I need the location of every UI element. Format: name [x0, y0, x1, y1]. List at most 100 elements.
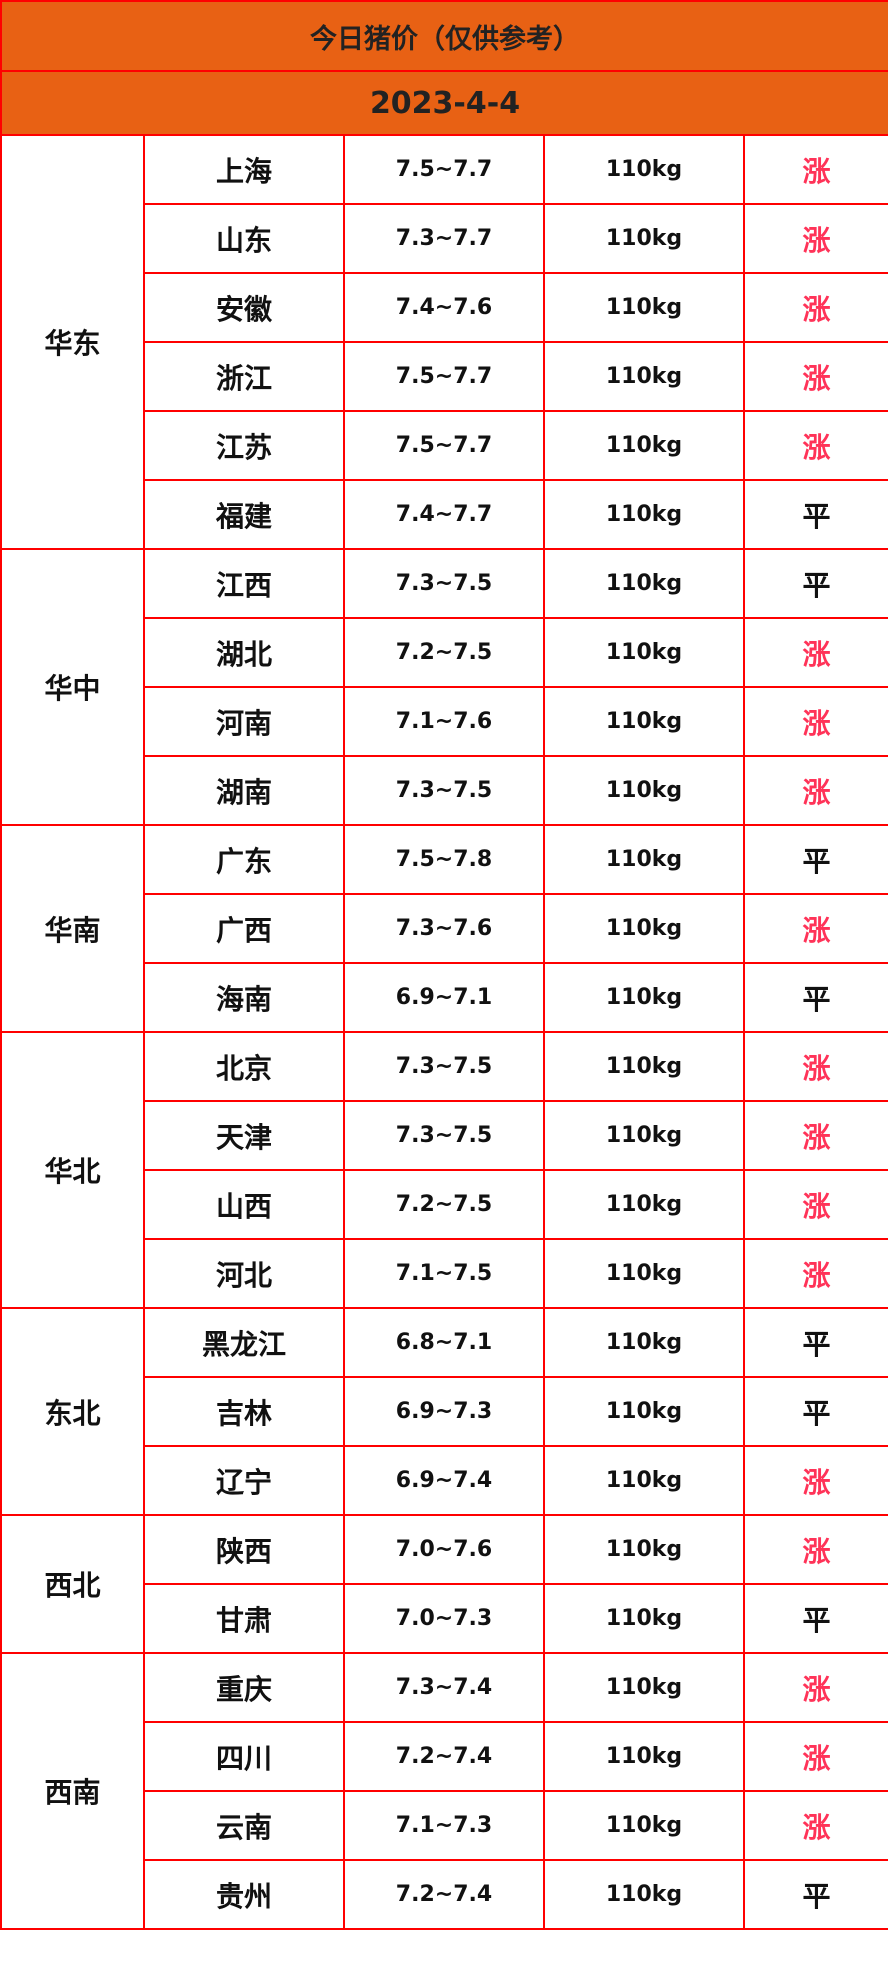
weight-cell: 110kg — [543, 1652, 745, 1723]
weight-cell: 110kg — [543, 1031, 745, 1102]
weight-cell: 110kg — [543, 410, 745, 481]
weight-cell: 110kg — [543, 1514, 745, 1585]
weight-cell: 110kg — [543, 203, 745, 274]
province-cell: 安徽 — [143, 272, 345, 343]
weight-cell: 110kg — [543, 272, 745, 343]
province-cell: 广西 — [143, 893, 345, 964]
table-row: 华北 北京 7.3~7.5 110kg 涨 — [0, 1031, 888, 1309]
province-cell: 广东 — [143, 824, 345, 895]
table-row: 贵州 7.2~7.4 110kg 平 — [1, 1859, 888, 1930]
trend-cell: 涨 — [742, 1169, 888, 1240]
price-cell: 7.3~7.6 — [343, 893, 545, 964]
table-row: 云南 7.1~7.3 110kg 涨 — [1, 1790, 888, 1861]
table-row: 河北 7.1~7.5 110kg 涨 — [1, 1238, 888, 1309]
trend-cell: 涨 — [742, 1031, 888, 1102]
weight-cell: 110kg — [543, 617, 745, 688]
weight-cell: 110kg — [543, 755, 745, 826]
table-row: 西南 重庆 7.3~7.4 110kg 涨 — [0, 1652, 888, 1930]
table-row: 湖北 7.2~7.5 110kg 涨 — [1, 617, 888, 688]
price-cell: 7.3~7.4 — [343, 1652, 545, 1723]
trend-cell: 平 — [742, 548, 888, 619]
weight-cell: 110kg — [543, 548, 745, 619]
trend-cell: 涨 — [742, 1790, 888, 1861]
province-cell: 四川 — [143, 1721, 345, 1792]
table-row: 天津 7.3~7.5 110kg 涨 — [1, 1100, 888, 1171]
table-row: 海南 6.9~7.1 110kg 平 — [1, 962, 888, 1033]
weight-cell: 110kg — [543, 962, 745, 1033]
price-cell: 6.8~7.1 — [343, 1307, 545, 1378]
trend-cell: 涨 — [742, 1721, 888, 1792]
province-cell: 陕西 — [143, 1514, 345, 1585]
price-cell: 7.0~7.3 — [343, 1583, 545, 1654]
province-cell: 江西 — [143, 548, 345, 619]
province-cell: 江苏 — [143, 410, 345, 481]
region-cell: 华中 — [0, 548, 145, 826]
province-cell: 北京 — [143, 1031, 345, 1102]
trend-cell: 涨 — [742, 341, 888, 412]
weight-cell: 110kg — [543, 893, 745, 964]
price-cell: 7.2~7.4 — [343, 1859, 545, 1930]
table-row: 福建 7.4~7.7 110kg 平 — [1, 479, 888, 550]
table-row: 山东 7.3~7.7 110kg 涨 — [1, 203, 888, 274]
province-cell: 甘肃 — [143, 1583, 345, 1654]
weight-cell: 110kg — [543, 134, 745, 205]
table-row: 河南 7.1~7.6 110kg 涨 — [1, 686, 888, 757]
price-cell: 7.3~7.5 — [343, 755, 545, 826]
province-cell: 贵州 — [143, 1859, 345, 1930]
table-row: 华中 江西 7.3~7.5 110kg 平 — [0, 548, 888, 826]
province-cell: 云南 — [143, 1790, 345, 1861]
price-cell: 7.3~7.5 — [343, 1031, 545, 1102]
price-cell: 7.1~7.3 — [343, 1790, 545, 1861]
trend-cell: 涨 — [742, 755, 888, 826]
trend-cell: 涨 — [742, 272, 888, 343]
trend-cell: 平 — [742, 1859, 888, 1930]
region-cell: 西北 — [0, 1514, 145, 1654]
weight-cell: 110kg — [543, 686, 745, 757]
price-cell: 7.2~7.5 — [343, 617, 545, 688]
price-cell: 6.9~7.4 — [343, 1445, 545, 1516]
region-cell: 华南 — [0, 824, 145, 1033]
price-cell: 7.5~7.8 — [343, 824, 545, 895]
price-cell: 7.1~7.6 — [343, 686, 545, 757]
trend-cell: 平 — [742, 479, 888, 550]
trend-cell: 涨 — [742, 1100, 888, 1171]
province-cell: 河北 — [143, 1238, 345, 1309]
trend-cell: 平 — [742, 1583, 888, 1654]
table-row: 江苏 7.5~7.7 110kg 涨 — [1, 410, 888, 481]
province-cell: 湖北 — [143, 617, 345, 688]
pig-price-table: 今日猪价（仅供参考） 2023-4-4 华东 上海 7.5~7.7 110kg 涨山东 7… — [0, 0, 888, 1930]
table-row: 湖南 7.3~7.5 110kg 涨 — [1, 755, 888, 826]
weight-cell: 110kg — [543, 1307, 745, 1378]
price-date: 2023-4-4 — [0, 70, 888, 136]
province-cell: 天津 — [143, 1100, 345, 1171]
region-cell: 华北 — [0, 1031, 145, 1309]
province-cell: 山东 — [143, 203, 345, 274]
weight-cell: 110kg — [543, 1376, 745, 1447]
price-cell: 6.9~7.3 — [343, 1376, 545, 1447]
trend-cell: 平 — [742, 1376, 888, 1447]
price-cell: 6.9~7.1 — [343, 962, 545, 1033]
table-row: 华东 上海 7.5~7.7 110kg 涨 — [0, 134, 888, 550]
table-row: 甘肃 7.0~7.3 110kg 平 — [1, 1583, 888, 1654]
trend-cell: 涨 — [742, 617, 888, 688]
province-cell: 山西 — [143, 1169, 345, 1240]
table-row: 吉林 6.9~7.3 110kg 平 — [1, 1376, 888, 1447]
price-cell: 7.0~7.6 — [343, 1514, 545, 1585]
price-cell: 7.5~7.7 — [343, 134, 545, 205]
table-row: 山西 7.2~7.5 110kg 涨 — [1, 1169, 888, 1240]
trend-cell: 涨 — [742, 410, 888, 481]
province-cell: 辽宁 — [143, 1445, 345, 1516]
weight-cell: 110kg — [543, 1721, 745, 1792]
weight-cell: 110kg — [543, 1169, 745, 1240]
table-row: 广西 7.3~7.6 110kg 涨 — [1, 893, 888, 964]
price-cell: 7.1~7.5 — [343, 1238, 545, 1309]
province-cell: 黑龙江 — [143, 1307, 345, 1378]
table-row: 东北 黑龙江 6.8~7.1 110kg 平 — [0, 1307, 888, 1516]
weight-cell: 110kg — [543, 824, 745, 895]
trend-cell: 涨 — [742, 1238, 888, 1309]
table-row: 西北 陕西 7.0~7.6 110kg 涨 — [0, 1514, 888, 1654]
province-cell: 吉林 — [143, 1376, 345, 1447]
weight-cell: 110kg — [543, 341, 745, 412]
province-cell: 海南 — [143, 962, 345, 1033]
province-cell: 河南 — [143, 686, 345, 757]
